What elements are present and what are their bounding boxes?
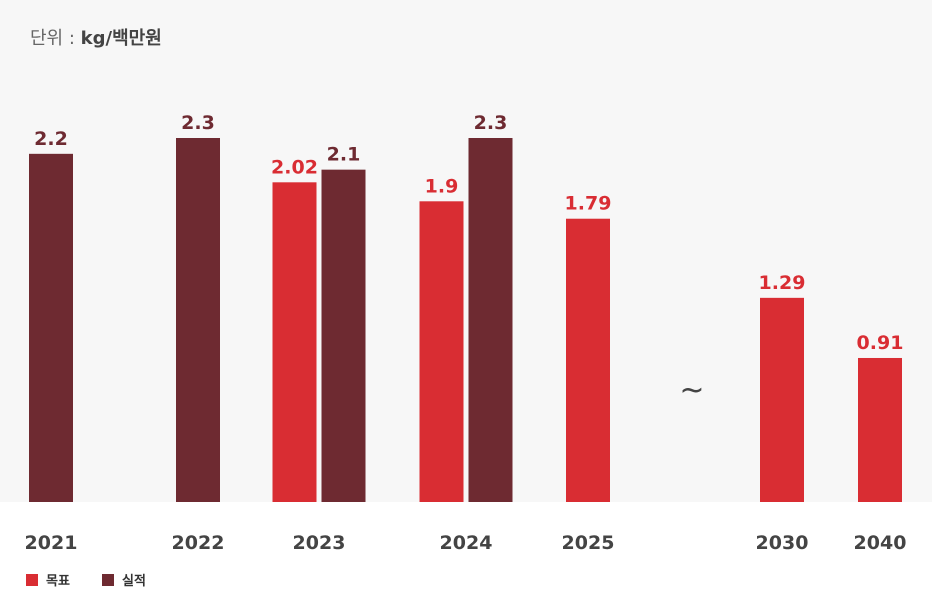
value-label-actual-2024: 2.3: [474, 112, 508, 134]
value-label-target-2023: 2.02: [271, 156, 318, 178]
legend-label-1: 실적: [122, 573, 146, 589]
value-label-target-2040: 0.91: [857, 332, 904, 354]
bar-actual-2024: [468, 138, 513, 502]
value-label-target-2025: 1.79: [565, 193, 612, 215]
bar-target-2030: [760, 297, 804, 502]
x-tick-2040: 2040: [854, 532, 907, 554]
unit-prefix: 단위 :: [30, 28, 81, 49]
labels-group: 2.2 2021 2.3 2022 2.02 2.1 2023 1.9 2.3 2024 1.79 2…: [25, 112, 907, 554]
value-label-target-2030: 1.29: [759, 272, 806, 294]
value-label-actual-2023: 2.1: [327, 144, 361, 166]
bar-actual-2022: [176, 138, 220, 502]
bar-target-2024: [419, 201, 464, 502]
x-tick-2025: 2025: [562, 532, 615, 554]
bar-target-2025: [566, 218, 610, 502]
x-tick-2022: 2022: [172, 532, 225, 554]
value-label-actual-2022: 2.3: [181, 112, 215, 134]
legend-swatch-0: [26, 574, 38, 586]
legend-label-0: 목표: [46, 574, 70, 589]
value-label-actual-2021: 2.2: [34, 128, 68, 150]
unit-value: kg/백만원: [81, 28, 162, 49]
legend-swatch-1: [102, 574, 114, 586]
x-tick-2024: 2024: [440, 532, 493, 554]
bar-target-2023: [272, 182, 317, 502]
x-tick-2021: 2021: [25, 532, 78, 554]
x-tick-2030: 2030: [756, 532, 809, 554]
bar-target-2040: [858, 357, 902, 502]
value-label-target-2024: 1.9: [425, 175, 459, 197]
bar-actual-2023: [321, 169, 366, 503]
bar-actual-2021: [29, 153, 73, 502]
unit-label: 단위 : kg/백만원: [30, 28, 162, 49]
axis-break-mark: ~: [679, 373, 704, 408]
legend: 목표 실적: [26, 573, 146, 589]
bars-group: [29, 138, 902, 503]
x-tick-2023: 2023: [293, 532, 346, 554]
